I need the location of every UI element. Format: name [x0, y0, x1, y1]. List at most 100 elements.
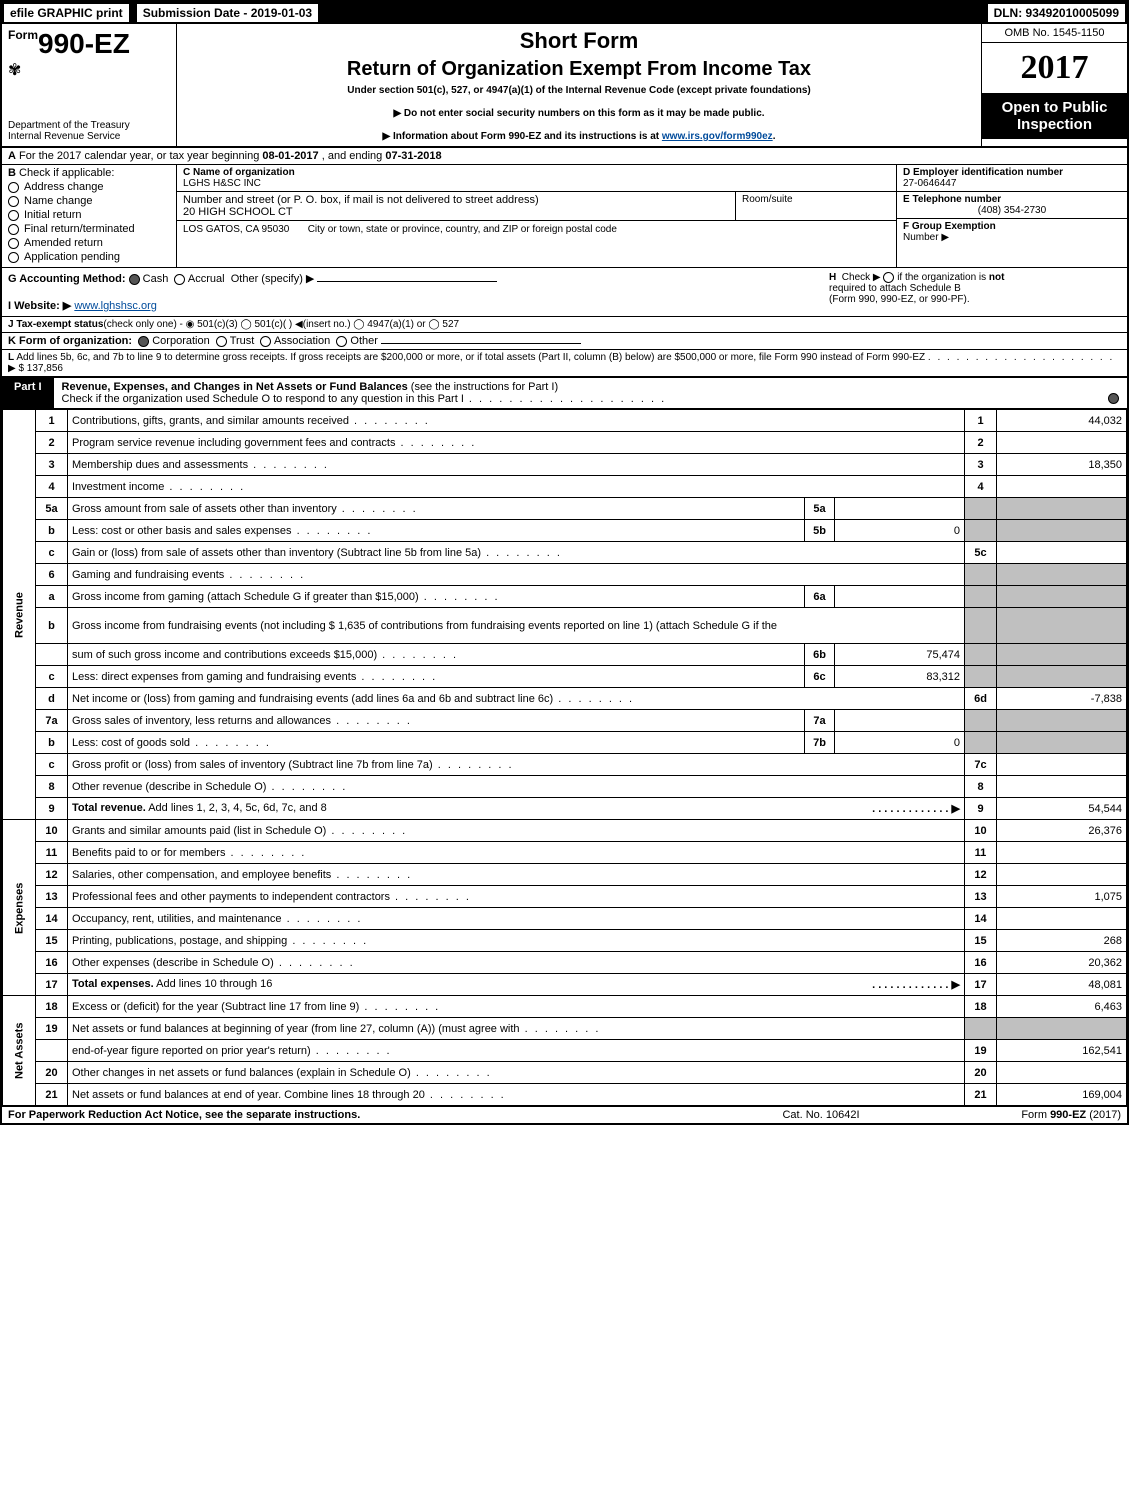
other-org-checkbox[interactable] [336, 336, 347, 347]
line-g: G Accounting Method: Cash Accrual Other … [8, 272, 821, 285]
l-dots [928, 352, 1114, 363]
block-gh: G Accounting Method: Cash Accrual Other … [2, 268, 1127, 317]
b-header: B Check if applicable: [8, 167, 170, 179]
form-990ez-page: efile GRAPHIC print Submission Date - 20… [0, 0, 1129, 1125]
h-checkbox[interactable] [883, 272, 894, 283]
line-number: 12 [36, 864, 68, 886]
assoc-checkbox[interactable] [260, 336, 271, 347]
schedule-o-checkbox[interactable] [1108, 393, 1119, 404]
sub-line-number: 5a [805, 498, 835, 520]
part1-title-bold: Revenue, Expenses, and Changes in Net As… [62, 381, 408, 393]
f-label2: Number ▶ [903, 232, 1121, 243]
table-row: dNet income or (loss) from gaming and fu… [3, 688, 1127, 710]
result-line-value [997, 520, 1127, 542]
line-description: Program service revenue including govern… [68, 432, 965, 454]
result-line-value [997, 710, 1127, 732]
checkbox[interactable] [8, 252, 19, 263]
h-not: not [989, 272, 1005, 283]
website-link[interactable]: www.lghshsc.org [74, 300, 157, 312]
checkbox[interactable] [8, 224, 19, 235]
result-line-value [997, 754, 1127, 776]
line-description: Contributions, gifts, grants, and simila… [68, 410, 965, 432]
accrual-label: Accrual [188, 273, 225, 285]
result-line-number [965, 586, 997, 608]
form-number-value: 990-EZ [38, 28, 130, 59]
table-row: 20Other changes in net assets or fund ba… [3, 1062, 1127, 1084]
line-description: Total revenue. Add lines 1, 2, 3, 4, 5c,… [68, 798, 965, 820]
other-label: Other (specify) ▶ [231, 273, 315, 285]
table-row: end-of-year figure reported on prior yea… [3, 1040, 1127, 1062]
table-row: bLess: cost or other basis and sales exp… [3, 520, 1127, 542]
city-cell: LOS GATOS, CA 95030 City or town, state … [177, 221, 896, 267]
result-line-number [965, 732, 997, 754]
line-description: Gaming and fundraising events . . . . . … [68, 564, 965, 586]
d-label: D Employer identification number [903, 167, 1121, 178]
k-label: K Form of organization: [8, 335, 132, 347]
city-value: LOS GATOS, CA 95030 [183, 224, 289, 235]
line-description: Other revenue (describe in Schedule O) .… [68, 776, 965, 798]
result-line-value [997, 842, 1127, 864]
checkbox[interactable] [8, 210, 19, 221]
checkbox[interactable] [8, 196, 19, 207]
header-mid: Short Form Return of Organization Exempt… [177, 24, 982, 146]
line-description: Membership dues and assessments . . . . … [68, 454, 965, 476]
result-line-number [965, 666, 997, 688]
dept-line2: Internal Revenue Service [8, 131, 170, 142]
accrual-checkbox[interactable] [174, 274, 185, 285]
form-number: Form990-EZ [8, 28, 170, 60]
footer-form-num: 990-EZ [1050, 1109, 1086, 1121]
result-line-number: 6d [965, 688, 997, 710]
line-number: 21 [36, 1084, 68, 1106]
corp-label: Corporation [152, 335, 209, 347]
title-return: Return of Organization Exempt From Incom… [183, 58, 975, 81]
table-row: Revenue1Contributions, gifts, grants, an… [3, 410, 1127, 432]
e-label: E Telephone number [903, 194, 1121, 205]
checkbox[interactable] [8, 182, 19, 193]
ein-value: 27-0646447 [903, 178, 1121, 189]
form-word: Form [8, 28, 38, 42]
line-description: Benefits paid to or for members . . . . … [68, 842, 965, 864]
block-bf: B Check if applicable: Address changeNam… [2, 165, 1127, 268]
column-c: C Name of organization LGHS H&SC INC Num… [177, 165, 897, 267]
line-description: Gross profit or (loss) from sales of inv… [68, 754, 965, 776]
footer: For Paperwork Reduction Act Notice, see … [2, 1106, 1127, 1123]
table-row: 5aGross amount from sale of assets other… [3, 498, 1127, 520]
checkbox[interactable] [8, 238, 19, 249]
table-row: 14Occupancy, rent, utilities, and mainte… [3, 908, 1127, 930]
table-row: cGain or (loss) from sale of assets othe… [3, 542, 1127, 564]
submission-date: Submission Date - 2019-01-03 [135, 2, 320, 24]
sub-line-value: 0 [835, 732, 965, 754]
line-description: Excess or (deficit) for the year (Subtra… [68, 996, 965, 1018]
checkbox-label: Amended return [24, 237, 103, 249]
seal-icon: ✾ [8, 60, 170, 80]
checkbox-row: Address change [8, 181, 170, 193]
line-description: Gain or (loss) from sale of assets other… [68, 542, 965, 564]
result-line-value: 1,075 [997, 886, 1127, 908]
part1-title: Revenue, Expenses, and Changes in Net As… [54, 378, 1127, 408]
open-line1: Open to Public [982, 99, 1127, 116]
trust-checkbox[interactable] [216, 336, 227, 347]
result-line-value [997, 432, 1127, 454]
line-description: Salaries, other compensation, and employ… [68, 864, 965, 886]
result-line-value [997, 498, 1127, 520]
cash-checkbox[interactable] [129, 274, 140, 285]
table-row: cLess: direct expenses from gaming and f… [3, 666, 1127, 688]
f-label: F Group Exemption [903, 221, 1121, 232]
sub-line-value [835, 498, 965, 520]
sub-line-value [835, 710, 965, 732]
result-line-value: 48,081 [997, 974, 1127, 996]
result-line-number [965, 498, 997, 520]
result-line-value [997, 908, 1127, 930]
l-text: Add lines 5b, 6c, and 7b to line 9 to de… [16, 352, 925, 363]
result-line-value: 20,362 [997, 952, 1127, 974]
corp-checkbox[interactable] [138, 336, 149, 347]
table-row: sum of such gross income and contributio… [3, 644, 1127, 666]
result-line-value [997, 1062, 1127, 1084]
line-number: 5a [36, 498, 68, 520]
irs-link[interactable]: www.irs.gov/form990ez [662, 131, 773, 142]
line-number: 11 [36, 842, 68, 864]
result-line-number: 15 [965, 930, 997, 952]
cat-number: Cat. No. 10642I [721, 1109, 921, 1121]
line-description: Net assets or fund balances at end of ye… [68, 1084, 965, 1106]
table-row: 4Investment income . . . . . . . .4 [3, 476, 1127, 498]
